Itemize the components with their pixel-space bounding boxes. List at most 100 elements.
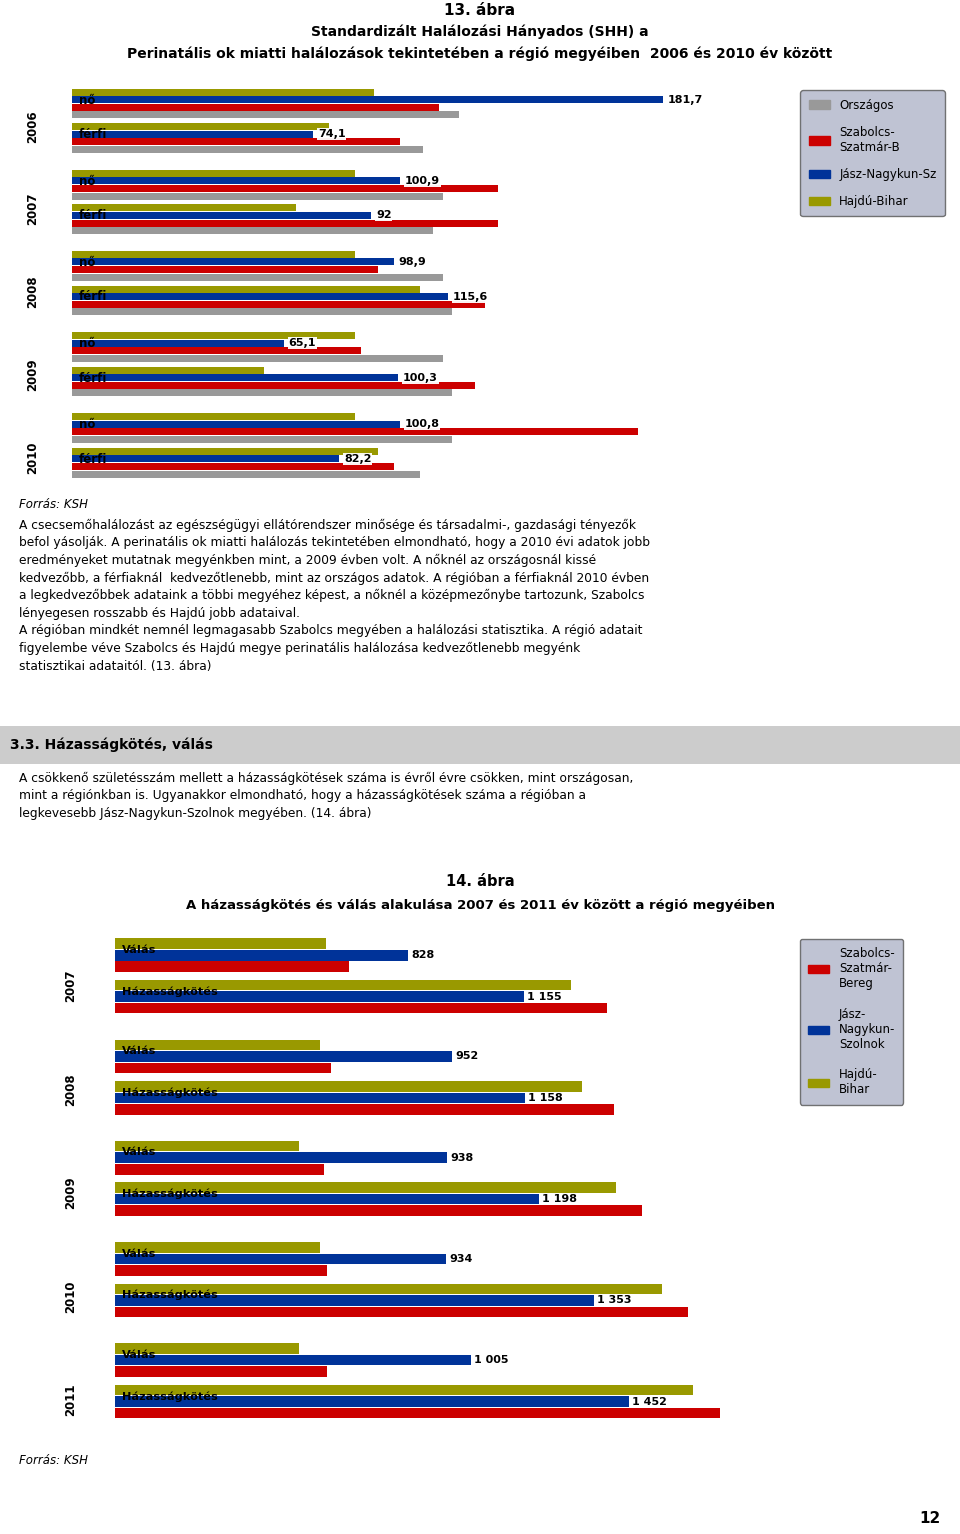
Bar	[72, 265, 377, 273]
Bar	[72, 258, 394, 265]
Bar	[72, 227, 433, 235]
Bar	[115, 1206, 642, 1216]
Text: 2006: 2006	[27, 110, 39, 143]
Bar	[115, 991, 524, 1002]
Text: 1 158: 1 158	[528, 1092, 564, 1103]
Text: 181,7: 181,7	[667, 95, 703, 104]
Bar	[72, 382, 475, 388]
Text: 115,6: 115,6	[453, 291, 488, 302]
Bar	[115, 1355, 470, 1365]
Bar	[72, 170, 355, 176]
Bar	[72, 293, 447, 301]
Bar	[115, 962, 348, 973]
Bar	[72, 436, 452, 443]
Text: 65,1: 65,1	[289, 337, 316, 348]
Text: Válás: Válás	[122, 1249, 156, 1259]
Bar	[115, 1396, 629, 1407]
Text: A házasságkötés és válás alakulása 2007 és 2011 év között a régió megyéiben: A házasságkötés és válás alakulása 2007 …	[185, 899, 775, 911]
Bar	[72, 448, 377, 454]
Bar	[72, 347, 361, 354]
Bar	[115, 1092, 525, 1103]
Bar	[72, 374, 398, 382]
Text: 74,1: 74,1	[318, 129, 346, 140]
Bar	[72, 193, 443, 199]
Text: nő: nő	[79, 175, 95, 187]
Text: nő: nő	[79, 337, 95, 350]
Bar	[72, 428, 637, 436]
Text: 100,8: 100,8	[404, 419, 440, 430]
Bar	[115, 1003, 607, 1014]
Bar	[115, 1183, 615, 1193]
Text: férfi: férfi	[79, 129, 107, 141]
Bar	[115, 950, 408, 960]
Bar	[72, 89, 374, 95]
Text: 2010: 2010	[27, 442, 39, 474]
Bar	[115, 980, 571, 991]
Bar	[72, 367, 264, 374]
Bar	[72, 339, 283, 347]
Text: 952: 952	[455, 1051, 479, 1062]
Text: Válás: Válás	[122, 1147, 156, 1158]
Bar	[72, 146, 423, 153]
Bar	[115, 1051, 452, 1062]
Text: 92: 92	[376, 210, 392, 221]
Text: Válás: Válás	[122, 945, 156, 956]
Bar	[72, 456, 339, 462]
Text: Forrás: KSH: Forrás: KSH	[19, 499, 88, 511]
Bar	[115, 1193, 539, 1204]
Bar	[115, 1152, 447, 1163]
Text: nő: nő	[79, 256, 95, 268]
Text: nő: nő	[79, 94, 95, 106]
Bar	[72, 204, 297, 212]
Bar	[115, 1408, 720, 1419]
Bar	[72, 252, 355, 258]
Bar	[72, 178, 400, 184]
Bar	[72, 123, 329, 130]
Text: 100,3: 100,3	[403, 373, 438, 384]
Legend: Szabolcs-
Szatmár-
Bereg, Jász-
Nagykun-
Szolnok, Hajdú-
Bihar: Szabolcs- Szatmár- Bereg, Jász- Nagykun-…	[800, 939, 903, 1104]
Bar	[115, 1063, 331, 1074]
FancyBboxPatch shape	[0, 726, 960, 764]
Legend: Országos, Szabolcs-
Szatmár-B, Jász-Nagykun-Sz, Hajdú-Bihar: Országos, Szabolcs- Szatmár-B, Jász-Nagy…	[801, 91, 945, 216]
Text: 2007: 2007	[27, 193, 39, 225]
Bar	[72, 354, 443, 362]
Text: 2009: 2009	[64, 1177, 77, 1209]
Bar	[72, 390, 452, 396]
Bar	[115, 1040, 321, 1051]
Text: 2010: 2010	[64, 1281, 77, 1313]
Bar	[72, 138, 400, 146]
Bar	[72, 112, 459, 118]
Text: 1 198: 1 198	[542, 1193, 578, 1204]
Bar	[72, 471, 420, 477]
Text: 1 452: 1 452	[633, 1396, 667, 1407]
Bar	[115, 1081, 582, 1092]
Text: A csecsemőhalálozást az egészségügyi ellátórendszer minősége és társadalmi-, gaz: A csecsemőhalálozást az egészségügyi ell…	[19, 518, 650, 672]
Text: Házasságkötés: Házasságkötés	[122, 1088, 217, 1098]
Text: férfi: férfi	[79, 209, 107, 222]
Text: 82,2: 82,2	[344, 454, 372, 463]
Bar	[72, 308, 452, 316]
Text: 98,9: 98,9	[398, 258, 426, 267]
Text: Házasságkötés: Házasságkötés	[122, 1391, 217, 1402]
Bar	[72, 463, 394, 469]
Bar	[72, 212, 372, 219]
Text: férfi: férfi	[79, 453, 107, 466]
Text: 14. ábra: 14. ábra	[445, 874, 515, 890]
Bar	[115, 1284, 661, 1295]
Text: 100,9: 100,9	[405, 176, 440, 186]
Bar	[72, 301, 485, 308]
Bar	[115, 1164, 324, 1175]
Text: 1 155: 1 155	[527, 991, 562, 1002]
Bar	[115, 1266, 327, 1276]
Bar	[115, 1344, 300, 1355]
Bar	[72, 130, 313, 138]
Bar	[115, 1243, 321, 1253]
Text: férfi: férfi	[79, 290, 107, 304]
Bar	[72, 219, 498, 227]
Bar	[115, 1295, 593, 1305]
Text: Perinatális ok miatti halálozások tekintetében a régió megyéiben  2006 és 2010 é: Perinatális ok miatti halálozások tekint…	[128, 46, 832, 60]
Text: 938: 938	[450, 1152, 473, 1163]
Bar	[115, 1141, 300, 1152]
Bar	[115, 939, 325, 950]
Text: 934: 934	[449, 1253, 472, 1264]
